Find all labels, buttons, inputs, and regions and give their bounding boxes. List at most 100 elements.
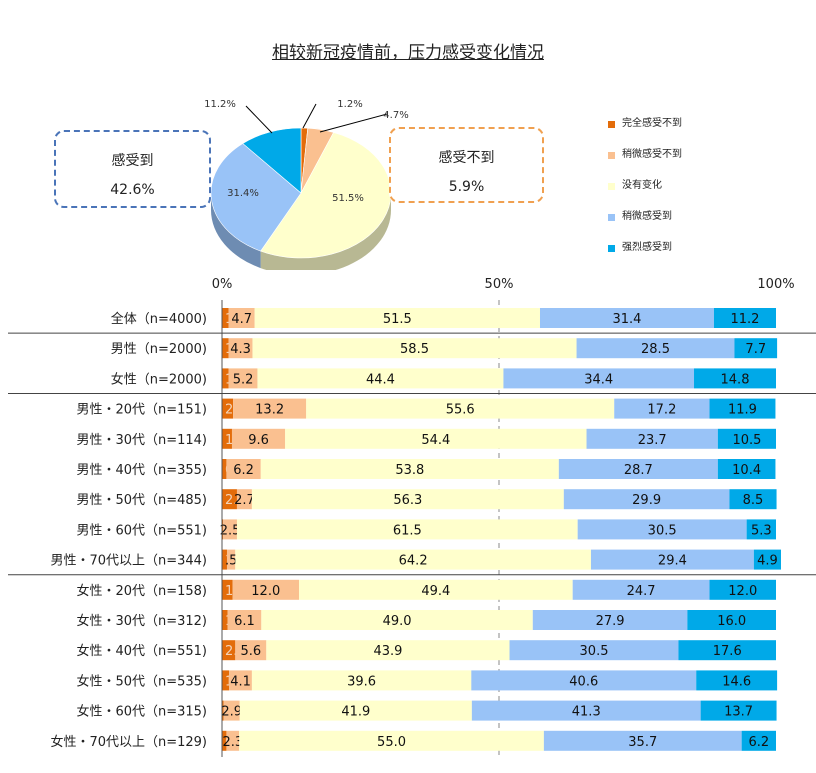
legend-item: 强烈感受到 bbox=[608, 241, 808, 255]
category-label: 女性・60代（n=315) bbox=[76, 704, 207, 720]
pie-side-3 bbox=[260, 193, 391, 270]
bar-segment-4 bbox=[543, 730, 742, 751]
bar-segment-2 bbox=[226, 459, 261, 479]
bar-segment-3 bbox=[266, 640, 510, 661]
bar-data-label-4: 28.7 bbox=[624, 463, 653, 478]
bar-segment-3 bbox=[254, 308, 540, 328]
bar-segment-1 bbox=[222, 670, 230, 691]
bar-data-label-1: 1 bbox=[225, 674, 233, 689]
bar-segment-3 bbox=[251, 670, 472, 691]
bar-data-label-1: 1.9 bbox=[225, 584, 246, 599]
bar-segment-1 bbox=[222, 730, 227, 751]
bar-data-label-3: 44.4 bbox=[366, 372, 395, 387]
bar-segment-1 bbox=[222, 489, 237, 510]
callout-not-felt-label: 感受不到 bbox=[438, 150, 495, 166]
bar-data-label-3: 43.9 bbox=[373, 644, 402, 659]
bar-data-label-4: 23.7 bbox=[638, 433, 667, 448]
category-label: 女性・70代以上（n=129) bbox=[50, 734, 207, 750]
bar-data-label-4: 27.9 bbox=[596, 614, 625, 629]
bar-data-label-2: 4.3 bbox=[230, 342, 251, 357]
category-label: 女性・30代（n=312) bbox=[76, 613, 207, 629]
category-label: 男性・70代以上（n=344) bbox=[50, 554, 207, 569]
legend-item: 稍微感受到 bbox=[608, 210, 808, 224]
category-label: 女性・40代（n=551) bbox=[76, 643, 207, 659]
bar-data-label-4: 41.3 bbox=[572, 705, 601, 720]
category-label: 男性・60代（n=551) bbox=[76, 523, 207, 538]
bar-data-label-2: 5.2 bbox=[233, 372, 254, 387]
bar-data-label-3: 49.4 bbox=[421, 584, 450, 599]
bar-segment-3 bbox=[251, 489, 564, 510]
pie-data-label-4: 31.4% bbox=[227, 188, 259, 199]
pie-leader-5 bbox=[245, 105, 273, 134]
bar-data-label-5: 17.6 bbox=[713, 644, 742, 659]
legend-label: 完全感受不到 bbox=[622, 118, 682, 129]
bar-segment-3 bbox=[299, 579, 573, 600]
category-label: 男性・50代（n=485) bbox=[76, 493, 207, 508]
bar-segment-5 bbox=[696, 670, 778, 691]
bar-data-label-3: 58.5 bbox=[400, 342, 429, 357]
bar-data-label-4: 29.9 bbox=[632, 493, 661, 508]
bar-segment-5 bbox=[717, 428, 776, 449]
bar-segment-3 bbox=[239, 700, 472, 721]
bar-segment-1 bbox=[222, 579, 233, 600]
callout-not-felt-value: 5.9% bbox=[448, 179, 485, 195]
bar-data-label-1: 0 bbox=[225, 705, 233, 720]
bar-segment-4 bbox=[572, 579, 710, 600]
bar-data-label-4: 29.4 bbox=[658, 554, 687, 569]
bar-data-label-1: 2.4 bbox=[225, 644, 246, 659]
pie-data-label-5: 11.2% bbox=[204, 99, 236, 110]
category-label: 女性（n=2000) bbox=[111, 371, 207, 387]
legend-swatch bbox=[608, 214, 615, 221]
bar-segment-2 bbox=[229, 670, 252, 691]
bar-data-label-5: 7.7 bbox=[745, 342, 766, 357]
bar-segment-5 bbox=[687, 610, 776, 630]
bar-segment-4 bbox=[558, 459, 718, 479]
bar-segment-3 bbox=[285, 428, 587, 449]
pie-data-label-3: 51.5% bbox=[332, 193, 364, 204]
bar-data-label-3: 49.0 bbox=[383, 614, 412, 629]
bar-data-label-5: 6.2 bbox=[748, 735, 769, 750]
category-label: 全体（n=4000) bbox=[111, 311, 207, 327]
bar-segment-1 bbox=[222, 459, 227, 479]
bar-segment-5 bbox=[709, 579, 776, 600]
legend-label: 稍微感受到 bbox=[622, 211, 672, 222]
bar-segment-4 bbox=[471, 670, 697, 691]
bar-segment-4 bbox=[576, 338, 735, 359]
bar-segment-5 bbox=[729, 489, 777, 510]
bar-segment-3 bbox=[260, 459, 559, 479]
bar-data-label-1: 1.0 bbox=[225, 614, 246, 629]
bar-data-label-1: 0 bbox=[225, 463, 233, 478]
bar-segment-5 bbox=[741, 730, 776, 751]
bar-data-label-1: 1.8 bbox=[225, 433, 246, 448]
bar-segment-4 bbox=[509, 640, 679, 661]
bar-segment-1 bbox=[222, 428, 232, 449]
bar-segment-1 bbox=[222, 519, 224, 540]
bar-data-label-1: 1 bbox=[225, 342, 233, 357]
legend-swatch bbox=[608, 183, 615, 190]
bar-data-label-3: 61.5 bbox=[393, 523, 422, 538]
bar-segment-2 bbox=[228, 368, 258, 389]
bar-segment-1 bbox=[222, 308, 229, 328]
bar-segment-1 bbox=[222, 549, 227, 570]
pie-slice-3 bbox=[260, 132, 392, 259]
bar-segment-3 bbox=[239, 730, 544, 751]
bar-data-label-3: 55.0 bbox=[377, 735, 406, 750]
bar-data-label-5: 12.0 bbox=[728, 584, 757, 599]
pie-slice-4 bbox=[210, 143, 302, 252]
bar-data-label-1: 2.7 bbox=[225, 493, 246, 508]
category-label: 女性・20代（n=158) bbox=[76, 583, 207, 599]
bar-segment-1 bbox=[222, 368, 229, 389]
legend-swatch bbox=[608, 121, 615, 128]
bar-data-label-2: 12.0 bbox=[251, 584, 280, 599]
bar-segment-2 bbox=[236, 489, 252, 510]
x-tick-label: 0% bbox=[212, 277, 233, 292]
bar-segment-2 bbox=[226, 730, 240, 751]
bar-segment-2 bbox=[223, 519, 237, 540]
bar-segment-1 bbox=[222, 338, 229, 359]
bar-data-label-2: 13.2 bbox=[255, 403, 284, 418]
bar-segment-4 bbox=[577, 519, 747, 540]
bar-data-label-5: 8.5 bbox=[743, 493, 764, 508]
callout-felt-value: 42.6% bbox=[110, 182, 155, 198]
bar-data-label-2: 6.2 bbox=[233, 463, 254, 478]
bar-data-label-2: .5 bbox=[225, 554, 237, 569]
